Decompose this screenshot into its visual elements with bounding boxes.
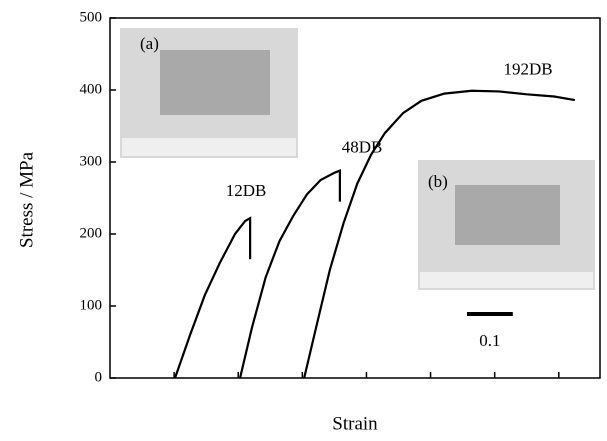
y-axis-label: Stress / MPa: [16, 151, 37, 248]
series-label: 192DB: [503, 60, 552, 79]
inset-label: (a): [140, 34, 159, 53]
series-line: [173, 216, 252, 379]
y-tick-label: 0: [95, 369, 103, 385]
x-axis-label: Strain: [332, 413, 378, 434]
inset-label: (b): [428, 172, 448, 191]
series-line: [238, 169, 341, 379]
y-tick-label: 300: [80, 153, 103, 169]
ruler-a: [122, 138, 296, 156]
y-tick-label: 500: [80, 9, 103, 25]
specimen-b: [455, 185, 560, 245]
series-label: 12DB: [226, 181, 267, 200]
series-line: [303, 89, 576, 379]
plot-frame: [109, 17, 601, 379]
y-tick-label: 400: [80, 81, 103, 97]
specimen-a: [160, 50, 270, 115]
scale-bar-label: 0.1: [479, 331, 500, 350]
y-tick-label: 200: [80, 225, 103, 241]
ruler-b: [420, 272, 593, 288]
y-tick-label: 100: [80, 297, 103, 313]
